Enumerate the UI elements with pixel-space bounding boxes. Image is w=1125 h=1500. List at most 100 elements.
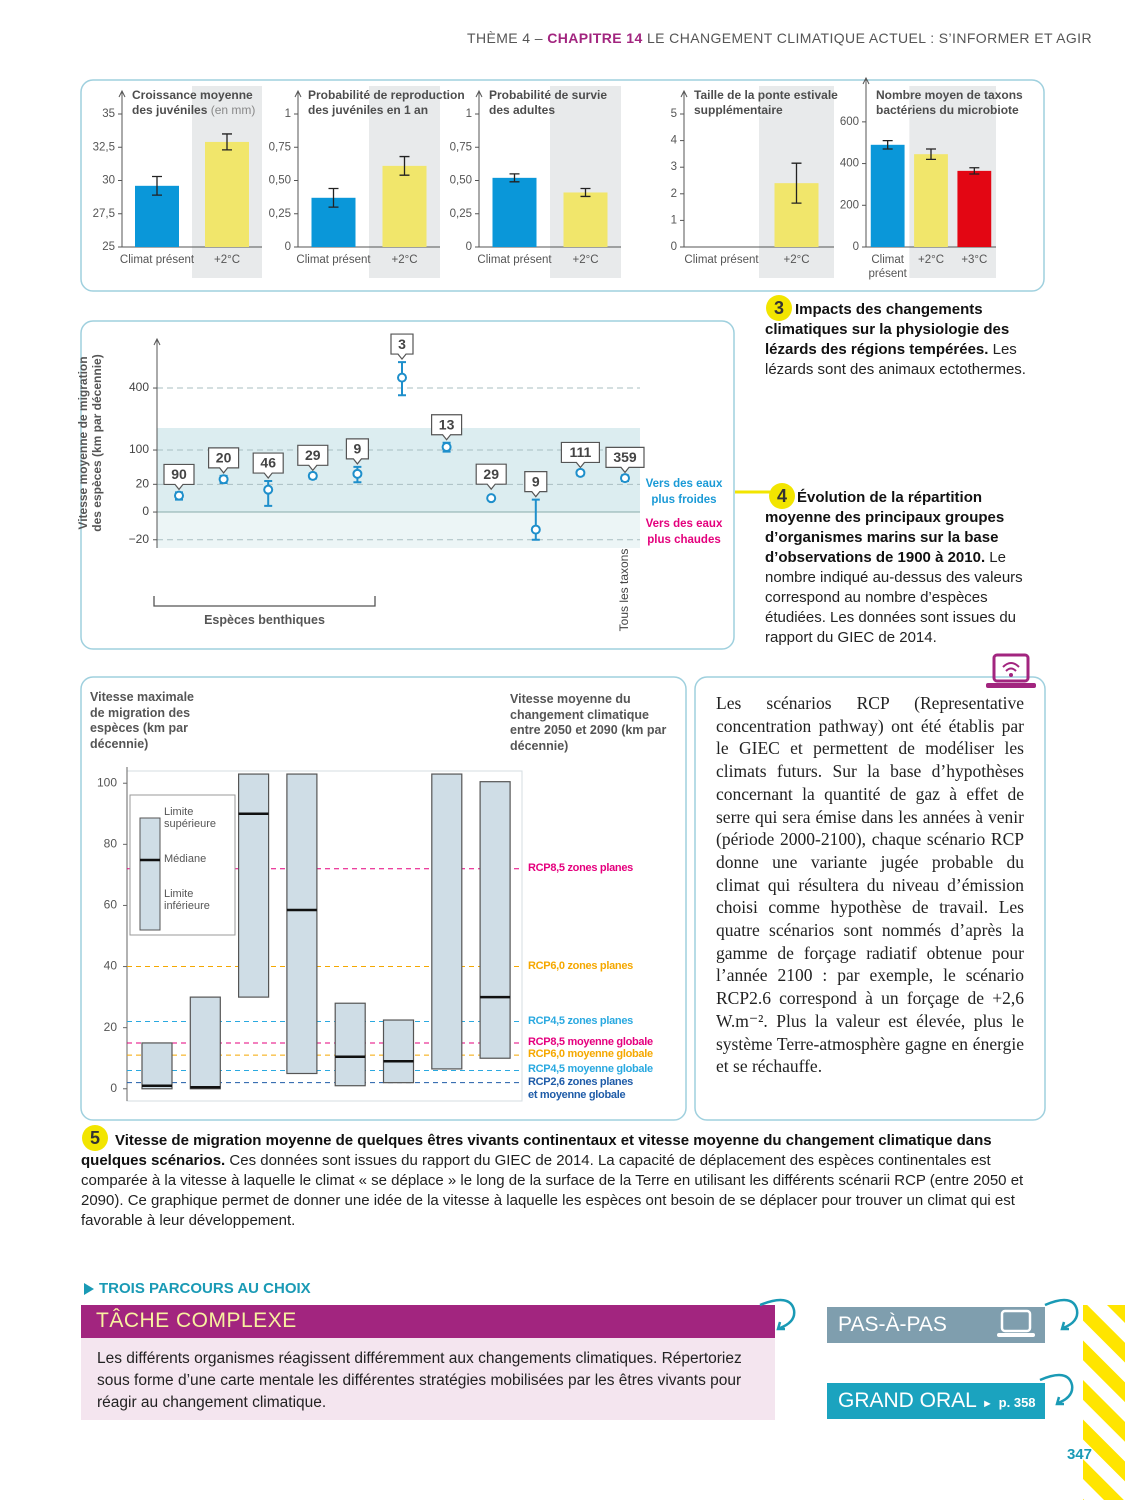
reference-label: RCP2,6 zones planes: [528, 1075, 633, 1088]
doc4-caption: Évolution de la répartition moyenne des …: [765, 488, 1047, 648]
axis-arrow: [153, 337, 161, 346]
range-box: [141, 1042, 173, 1090]
x-tick-label: Climat présent: [684, 254, 759, 266]
y-tick-label: 1: [466, 108, 472, 120]
y-tick-label: 0,25: [269, 208, 291, 220]
caption-text: Les lézards sont des animaux ectothermes…: [765, 341, 1026, 378]
count-box: [252, 452, 284, 480]
chart-title: Taille de la ponte estivale supplémentai…: [694, 88, 838, 117]
x-tick-label: +2°C: [391, 254, 418, 266]
bar: [870, 144, 905, 247]
y-tick-label: 4: [671, 135, 678, 147]
grand-oral-button[interactable]: [827, 1383, 1045, 1419]
y-tick-label: 0: [671, 241, 677, 253]
x-tick-label: Climat présent: [868, 254, 907, 280]
reference-label: RCP4,5 zones planes: [528, 1014, 633, 1027]
count-label: 9: [354, 441, 362, 457]
range-box: [286, 773, 318, 1075]
range-box: [382, 1019, 415, 1084]
badge: [766, 295, 792, 321]
grand-oral-label[interactable]: GRAND ORAL ► p. 358: [838, 1389, 1036, 1413]
legend-label: Médiane: [164, 853, 207, 865]
chart-unit: (en mm): [210, 103, 256, 117]
pas-a-pas-label[interactable]: PAS-À-PAS: [838, 1313, 947, 1336]
axis-arrow: [294, 89, 302, 98]
task-banner: [81, 1305, 775, 1338]
bar: [914, 154, 948, 247]
axis-arrow: [862, 76, 870, 85]
doc5-caption: Vitesse de migration moyenne de quelques…: [81, 1131, 1046, 1231]
x-tick-label: +2°C: [917, 254, 944, 266]
point: [620, 473, 630, 484]
error-bar: [969, 167, 980, 175]
chart-title: Croissance moyenne des juvéniles (en mm): [132, 88, 256, 117]
y-tick-label: 0,50: [269, 175, 291, 187]
y-tick-label: 20: [104, 1020, 118, 1034]
y-tick-label: 100: [129, 442, 149, 456]
curl-arrow: [1039, 1373, 1074, 1406]
x-tick-label: +2°C: [213, 254, 240, 266]
count-label: 3: [398, 336, 406, 352]
point: [397, 372, 407, 383]
header-title: LE CHANGEMENT CLIMATIQUE ACTUEL : S’INFO…: [646, 30, 1092, 46]
x-tick-label: Climat présent: [296, 254, 371, 266]
reference-label: RCP4,5 moyenne globale: [528, 1063, 653, 1076]
badge-number: 3: [774, 298, 784, 318]
caption-text: Ces données sont issues du rapport du GI…: [81, 1152, 1024, 1229]
curl-arrow: [759, 1298, 796, 1331]
point: [441, 442, 452, 453]
error-bar: [926, 148, 936, 161]
range-box: [238, 773, 270, 998]
y-tick-label: 30: [102, 175, 115, 187]
count-box: [163, 463, 195, 491]
bar: [957, 170, 992, 247]
group-label: Espèces benthiques: [204, 613, 325, 627]
reference-label: RCP8,5 moyenne globale: [528, 1035, 653, 1048]
shade-up: [157, 428, 640, 513]
legend-label: Limite inférieure: [164, 888, 210, 912]
task-text: Les différents organismes réagissent dif…: [97, 1350, 742, 1411]
bar: [135, 185, 179, 247]
y-tick-label: 32,5: [93, 141, 115, 153]
x-tick-label: Climat présent: [119, 254, 195, 266]
chart-title: Nombre moyen de taxons bactériens du mic…: [876, 88, 1023, 117]
bar: [382, 165, 427, 247]
y-axis-title: Vitesse moyenne de migration des espèces…: [76, 354, 104, 532]
stripes: [1083, 1305, 1125, 1500]
annotation: Vers des eaux plus chaudes: [645, 518, 723, 547]
count-label: 9: [532, 473, 540, 489]
error-bar: [399, 155, 410, 176]
legend-box: [139, 817, 161, 931]
count-box: [297, 444, 329, 472]
info-frame: [694, 676, 1046, 1121]
y-tick-label: 1: [285, 108, 291, 120]
point: [263, 484, 274, 495]
y-tick-label: 400: [840, 158, 859, 170]
y-tick-label: 0,75: [269, 141, 291, 153]
y-tick-label: −20: [129, 532, 150, 546]
badge: [82, 1125, 108, 1151]
point: [575, 467, 586, 478]
caption-title: Vitesse de migration moyenne de quelques…: [81, 1132, 992, 1169]
point: [218, 474, 229, 485]
grand-oral-text[interactable]: GRAND ORAL: [838, 1389, 977, 1412]
caption-title: Évolution de la répartition moyenne des …: [765, 489, 1005, 566]
y-tick-label: 600: [840, 116, 859, 128]
badge: [769, 483, 795, 509]
y-tick-label: 1: [671, 214, 677, 226]
point: [352, 468, 363, 479]
info-text: Les scénarios RCP (Representative concen…: [716, 693, 1024, 1077]
count-label: 359: [613, 449, 637, 465]
reference-label: RCP8,5 zones planes: [528, 861, 633, 874]
doc3-caption: Impacts des changements climatiques sur …: [765, 300, 1045, 380]
parcours-title: TROIS PARCOURS AU CHOIX: [99, 1280, 311, 1297]
range-box: [431, 773, 463, 1070]
reference-label: RCP6,0 moyenne globale: [528, 1048, 653, 1061]
error-bar: [882, 139, 893, 150]
y-tick-label: 200: [840, 199, 859, 211]
grand-oral-ref[interactable]: p. 358: [998, 1395, 1036, 1410]
annotation: Vers des eaux plus froides: [645, 478, 723, 507]
caption-text: Le nombre indiqué au-dessus des valeurs …: [765, 549, 1023, 646]
